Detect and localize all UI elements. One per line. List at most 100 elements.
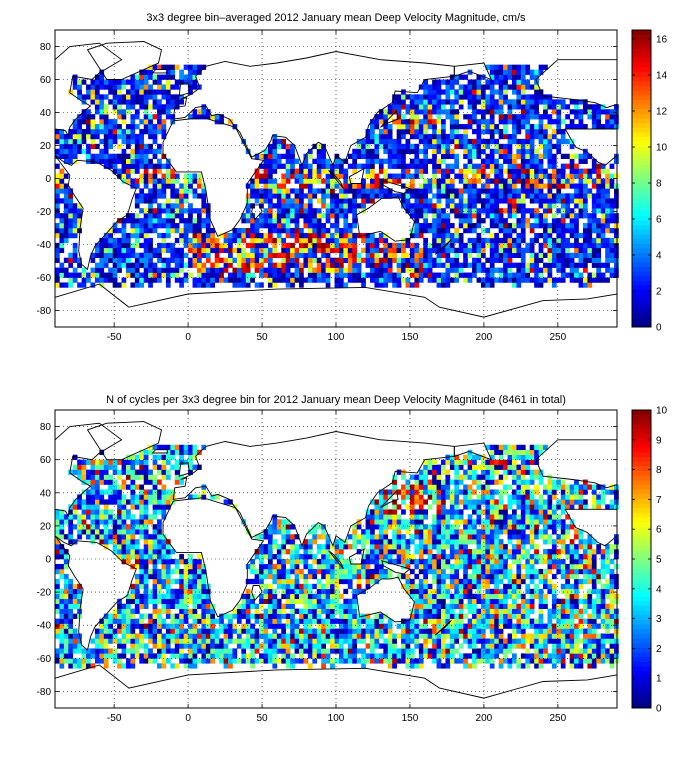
heatmap-cell [560,178,566,184]
heatmap-cell [272,593,278,600]
heatmap-cell [520,623,526,629]
heatmap-cell [582,188,588,194]
heatmap-cell [520,193,526,199]
colorbar-band [632,243,651,249]
heatmap-cell [600,653,606,659]
x-tick-label: 250 [549,332,566,343]
heatmap-cell [196,114,202,120]
heatmap-cell [370,173,375,179]
heatmap-cell [392,257,397,263]
heatmap-cell [157,84,162,90]
heatmap-cell [565,257,570,263]
heatmap-cell [614,633,619,639]
heatmap-cell [334,218,340,224]
heatmap-cell [374,183,380,189]
heatmap-cell [63,257,69,263]
heatmap-cell [90,257,96,263]
heatmap-cell [272,213,278,219]
heatmap-cell [81,272,87,278]
heatmap-cell [565,638,570,644]
heatmap-cell [436,232,442,239]
heatmap-cell [219,267,224,273]
heatmap-cell [387,633,393,639]
heatmap-cell [520,138,526,145]
heatmap-cell [436,653,442,659]
heatmap-cell [90,99,96,105]
heatmap-cell [503,84,508,90]
heatmap-cell [72,247,78,254]
heatmap-cell [529,69,535,75]
heatmap-cell [356,628,362,634]
heatmap-cell [152,193,158,199]
heatmap-cell [609,173,615,179]
heatmap-cell [68,203,74,209]
heatmap-cell [525,158,531,164]
heatmap-cell [534,178,539,184]
heatmap-cell [263,598,269,604]
heatmap-cell [299,213,304,219]
heatmap-cell [108,163,113,169]
heatmap-cell [569,648,575,654]
heatmap-cell [139,143,145,150]
heatmap-cell [383,133,389,140]
heatmap-cell [347,633,353,639]
heatmap-cell [454,272,460,278]
colorbar-tick-label: 8 [656,179,662,190]
heatmap-cell [525,242,531,249]
heatmap-cell [507,242,513,249]
heatmap-cell [441,272,446,278]
heatmap-cell [99,237,105,244]
heatmap-cell [489,628,495,634]
heatmap-cell [472,663,477,669]
heatmap-cell [170,223,176,229]
heatmap-cell [605,638,610,644]
heatmap-cell [77,213,82,219]
heatmap-cell [489,84,495,90]
heatmap-cell [489,663,495,669]
heatmap-cell [245,658,251,664]
heatmap-cell [81,648,87,654]
heatmap-cell [281,138,287,145]
heatmap-cell [409,648,415,654]
heatmap-cell [365,633,371,639]
heatmap-cell [485,183,491,189]
heatmap-cell [543,232,548,239]
heatmap-cell [596,252,602,258]
heatmap-cell [272,188,278,194]
heatmap-cell [343,218,349,224]
heatmap-cell [321,603,326,609]
heatmap-cell [143,613,149,619]
heatmap-cell [59,168,65,174]
heatmap-cell [174,173,180,179]
heatmap-cell [161,153,167,159]
heatmap-cell [232,277,238,283]
heatmap-cell [449,168,455,174]
heatmap-cell [241,267,247,273]
heatmap-cell [321,148,326,155]
heatmap-cell [441,213,446,219]
heatmap-cell [285,257,291,263]
heatmap-cell [418,232,424,239]
heatmap-cell [121,218,127,224]
heatmap-cell [432,104,437,110]
heatmap-cell [192,242,198,249]
heatmap-cell [205,242,211,249]
heatmap-cell [334,608,340,614]
heatmap-cell [290,188,295,194]
heatmap-cell [117,603,122,609]
heatmap-cell [423,643,428,649]
heatmap-cell [485,242,491,249]
coastline [54,155,137,271]
heatmap-cell [458,143,464,150]
heatmap-cell [374,272,380,278]
heatmap-cell [157,119,162,125]
heatmap-cell [569,598,575,604]
heatmap-cell [210,638,216,644]
heatmap-cell [330,223,335,229]
heatmap-cell [441,143,446,150]
heatmap-cell [170,69,176,75]
heatmap-cell [494,208,499,214]
heatmap-cell [285,638,291,644]
heatmap-cell [307,618,313,624]
coastline [434,239,452,255]
